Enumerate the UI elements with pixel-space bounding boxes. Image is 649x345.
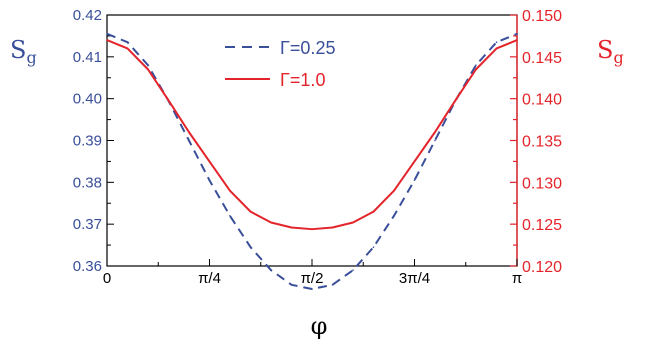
y-tick-right-label: 0.125: [522, 217, 562, 234]
series-0-point: [188, 139, 190, 142]
y-tick-right-label: 0.120: [522, 259, 562, 276]
x-tick-label: π/2: [301, 270, 324, 287]
series-0-point: [229, 215, 231, 217]
series-1-point: [147, 68, 149, 71]
series-0-point: [311, 288, 313, 290]
y-tick-left-label: 0.37: [73, 216, 102, 233]
y-axis-title-left-sub: g: [26, 48, 36, 67]
series-line-1: [106, 39, 518, 231]
y-tick-left-label: 0.41: [73, 49, 102, 66]
y-tick-right-label: 0.130: [522, 175, 562, 192]
series-1-point: [475, 68, 477, 71]
series-1-point: [106, 39, 108, 41]
series-1-point: [249, 210, 252, 213]
y-tick-right-label: 0.145: [522, 50, 562, 67]
series-1-point: [393, 189, 395, 192]
y-tick-right-label: 0.150: [522, 8, 562, 25]
y-tick-left-label: 0.39: [73, 133, 102, 150]
series-1-point: [208, 160, 211, 163]
series-1-point: [126, 47, 129, 50]
legend: Γ=0.25 Γ=1.0: [225, 38, 335, 90]
series-1-point: [270, 221, 272, 224]
legend-label: Γ=1.0: [280, 70, 325, 90]
series-1-point: [229, 189, 231, 192]
series-0-point: [290, 284, 293, 286]
ticks-layer: 0.36 0.37 0.38 0.39 0.40 0.41 0.42 0.120 0.125 0.…: [73, 7, 562, 287]
series-1-point: [454, 99, 457, 102]
y-tick-left-label: 0.36: [73, 258, 102, 275]
series-1-point: [331, 226, 334, 229]
y-tick-right-label: 0.140: [522, 92, 562, 109]
series-1-point: [372, 210, 375, 213]
x-tick-label: π: [512, 270, 522, 287]
y-tick-left-label: 0.40: [73, 91, 102, 108]
series-0-point: [393, 215, 395, 217]
series-0-point: [249, 246, 252, 248]
x-tick-label: π/4: [198, 270, 221, 287]
y-axis-title-right: Sg: [597, 36, 624, 67]
series-0-point: [147, 64, 149, 66]
series-0-point: [495, 41, 498, 43]
y-axis-title-right-main: S: [597, 36, 613, 64]
series-1-point: [167, 99, 170, 102]
series-0-point: [208, 179, 211, 182]
series-0-point: [331, 284, 334, 286]
y-axis-title-left-main: S: [10, 36, 26, 64]
series-0-point: [126, 41, 129, 43]
series-0-point: [372, 246, 375, 248]
series-1-point: [290, 226, 293, 229]
y-tick-left-label: 0.42: [73, 7, 102, 24]
series-0-point: [270, 269, 272, 271]
series-0-point: [475, 64, 477, 66]
series-0-point: [352, 269, 354, 271]
series-1-point: [434, 131, 436, 133]
series-1-point: [188, 131, 190, 133]
series-1-point: [352, 221, 354, 224]
y-axis-title-right-sub: g: [613, 48, 623, 67]
x-tick-label: 0: [103, 270, 111, 287]
series-0-point: [516, 33, 518, 35]
legend-label: Γ=0.25: [280, 38, 335, 58]
series-0-point: [413, 179, 416, 182]
series-1-point: [413, 160, 416, 163]
x-tick-label: 3π/4: [399, 270, 430, 287]
y-axis-title-left: Sg: [10, 36, 37, 67]
series-0-point: [106, 33, 108, 35]
y-tick-left-label: 0.38: [73, 174, 102, 191]
series-1-point: [516, 39, 518, 41]
y-tick-right-label: 0.135: [522, 134, 562, 151]
series-0-point: [434, 139, 436, 142]
series-layer: [106, 32, 518, 291]
x-axis-title: φ: [311, 312, 328, 340]
series-1-point: [495, 47, 498, 50]
series-1-point: [311, 228, 313, 230]
